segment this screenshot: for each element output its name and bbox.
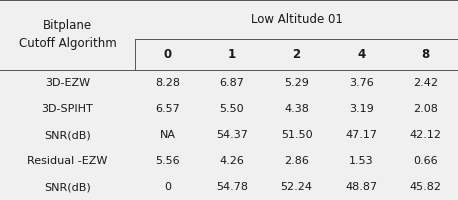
Text: NA: NA [159,130,175,140]
Text: 2.08: 2.08 [413,104,438,114]
Text: 0: 0 [164,48,171,61]
Text: 3D-SPIHT: 3D-SPIHT [42,104,93,114]
Text: 0.66: 0.66 [414,156,438,166]
Text: SNR(dB): SNR(dB) [44,130,91,140]
Text: Low Altitude 01: Low Altitude 01 [251,13,343,26]
Text: 5.29: 5.29 [284,78,309,88]
Text: 8: 8 [421,48,430,61]
Text: 5.50: 5.50 [220,104,244,114]
Text: 2: 2 [293,48,300,61]
Text: 4: 4 [357,48,365,61]
Text: 45.82: 45.82 [410,182,442,192]
Text: 4.26: 4.26 [219,156,245,166]
Text: 54.78: 54.78 [216,182,248,192]
Text: 47.17: 47.17 [345,130,377,140]
Text: 3D-EZW: 3D-EZW [45,78,90,88]
Text: 4.38: 4.38 [284,104,309,114]
Text: 51.50: 51.50 [281,130,312,140]
Text: 0: 0 [164,182,171,192]
Text: 52.24: 52.24 [281,182,312,192]
Text: 5.56: 5.56 [155,156,180,166]
Text: 54.37: 54.37 [216,130,248,140]
Text: 3.76: 3.76 [349,78,374,88]
Text: 1.53: 1.53 [349,156,373,166]
Text: Bitplane
Cutoff Algorithm: Bitplane Cutoff Algorithm [19,20,116,50]
Text: 1: 1 [228,48,236,61]
Text: Residual -EZW: Residual -EZW [27,156,108,166]
Text: SNR(dB): SNR(dB) [44,182,91,192]
Text: 6.87: 6.87 [219,78,245,88]
Text: 8.28: 8.28 [155,78,180,88]
Text: 42.12: 42.12 [410,130,442,140]
Text: 6.57: 6.57 [155,104,180,114]
Text: 48.87: 48.87 [345,182,377,192]
Text: 2.86: 2.86 [284,156,309,166]
Text: 2.42: 2.42 [413,78,438,88]
Text: 3.19: 3.19 [349,104,374,114]
